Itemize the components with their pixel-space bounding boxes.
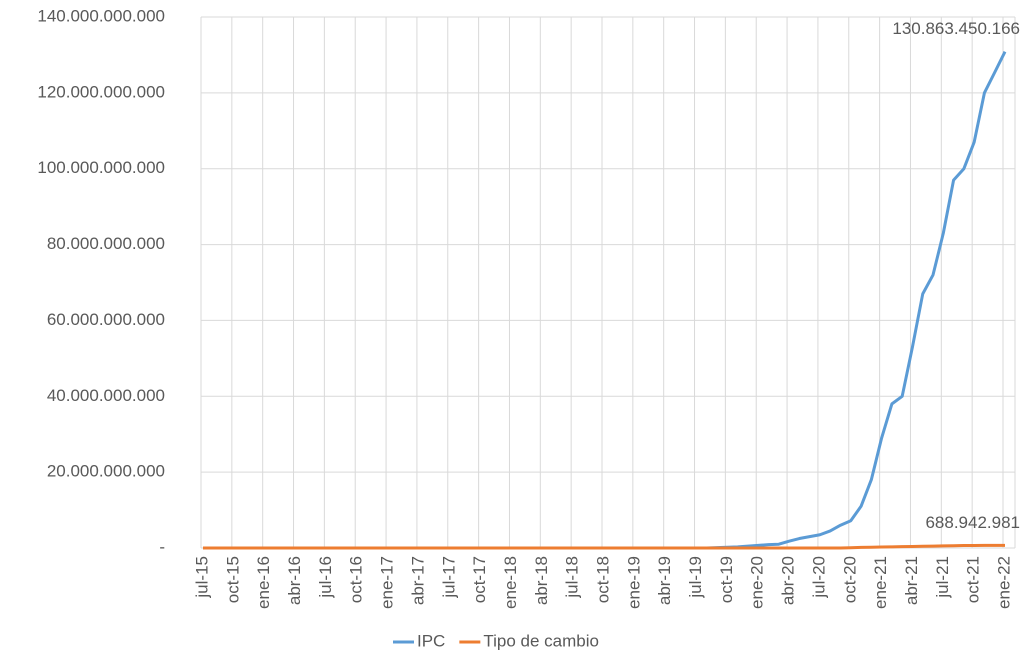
x-tick-label: oct-16 [347, 556, 366, 603]
x-tick-label: ene-18 [501, 556, 520, 609]
x-tick-label: abr-19 [655, 556, 674, 605]
x-tick-label: ene-16 [254, 556, 273, 609]
x-tick-label: jul-15 [192, 556, 211, 599]
x-tick-label: ene-20 [748, 556, 767, 609]
x-tick-label: oct-18 [593, 556, 612, 603]
x-tick-label: ene-19 [624, 556, 643, 609]
y-tick-label: 140.000.000.000 [37, 6, 165, 25]
x-tick-label: abr-16 [285, 556, 304, 605]
x-tick-label: ene-22 [994, 556, 1013, 609]
x-tick-label: ene-17 [378, 556, 397, 609]
y-tick-label: 80.000.000.000 [47, 234, 165, 253]
y-tick-label: 120.000.000.000 [37, 82, 165, 101]
y-tick-label: - [159, 537, 165, 556]
legend-label: Tipo de cambio [483, 631, 599, 650]
x-tick-label: jul-21 [933, 556, 952, 599]
x-tick-label: oct-15 [223, 556, 242, 603]
x-tick-label: abr-21 [902, 556, 921, 605]
data-label: 688.942.981 [925, 513, 1020, 532]
x-tick-label: jul-20 [809, 556, 828, 599]
series-line [203, 543, 1006, 550]
y-tick-label: 40.000.000.000 [47, 386, 165, 405]
x-tick-label: jul-19 [686, 556, 705, 599]
x-tick-label: jul-16 [316, 556, 335, 599]
x-tick-label: ene-21 [871, 556, 890, 609]
data-label: 130.863.450.166 [892, 19, 1020, 38]
series-line [203, 50, 1007, 550]
x-tick-label: oct-21 [964, 556, 983, 603]
x-tick-label: oct-17 [470, 556, 489, 603]
x-tick-label: oct-20 [840, 556, 859, 603]
y-tick-label: 60.000.000.000 [47, 310, 165, 329]
y-tick-label: 100.000.000.000 [37, 158, 165, 177]
legend-label: IPC [417, 631, 445, 650]
x-tick-label: jul-17 [439, 556, 458, 599]
x-tick-label: abr-18 [532, 556, 551, 605]
x-tick-label: abr-20 [779, 556, 798, 605]
y-tick-label: 20.000.000.000 [47, 462, 165, 481]
x-tick-label: abr-17 [408, 556, 427, 605]
x-tick-label: oct-19 [717, 556, 736, 603]
x-tick-label: jul-18 [563, 556, 582, 599]
